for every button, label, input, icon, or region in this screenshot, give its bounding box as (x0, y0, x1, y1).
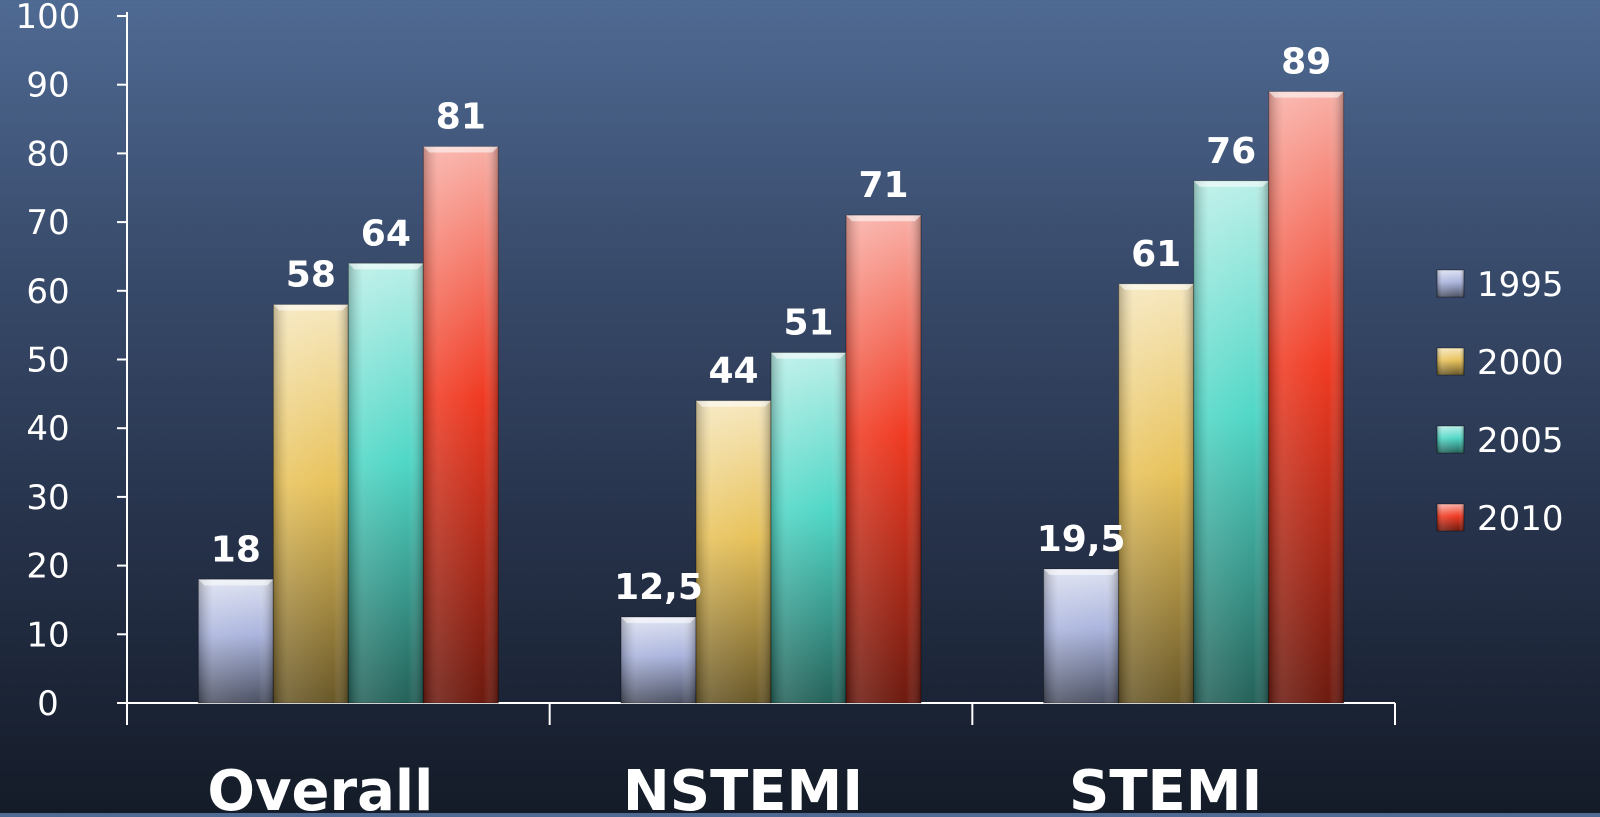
data-label: 76 (1206, 131, 1256, 172)
bar-bevel (1118, 283, 1194, 290)
data-label: 61 (1131, 234, 1181, 275)
bar-bevel (846, 215, 921, 222)
data-label: 51 (783, 303, 833, 344)
bar-shading (696, 400, 771, 703)
bar-shading (1118, 283, 1194, 703)
data-label: 18 (211, 529, 261, 570)
data-label: 71 (858, 165, 908, 206)
bar-shading (1193, 180, 1269, 703)
bar-shading (771, 352, 846, 703)
x-category-label: Overall (207, 759, 433, 813)
data-label: 81 (436, 97, 486, 138)
bar-bevel (198, 579, 274, 586)
y-tick-label: 90 (26, 66, 69, 106)
bar-bevel (423, 146, 499, 153)
y-tick-label: 60 (26, 272, 69, 312)
x-category-label: STEMI (1069, 759, 1262, 813)
y-tick-label: 80 (26, 134, 69, 174)
bar-shading (423, 146, 499, 703)
bar-bevel (1268, 91, 1344, 98)
legend-swatch-shading (1437, 348, 1464, 375)
legend-swatch-shading (1437, 270, 1464, 297)
bar-shading (1043, 569, 1119, 703)
bar-shading (198, 579, 274, 703)
legend-label: 2000 (1477, 343, 1564, 383)
y-tick-label: 20 (26, 547, 69, 587)
legend-swatch-shading (1437, 426, 1464, 453)
bar-bevel (1193, 180, 1269, 187)
bar-bevel (771, 352, 846, 359)
y-tick-label: 10 (26, 615, 69, 655)
y-tick-label: 30 (26, 478, 69, 518)
bars (197, 91, 1345, 704)
data-label: 19,5 (1037, 519, 1126, 560)
legend-swatch-shading (1437, 504, 1464, 531)
bar-shading (348, 263, 424, 703)
bar-bevel (273, 304, 349, 311)
legend-label: 2005 (1477, 421, 1564, 461)
data-label: 64 (361, 213, 411, 254)
bar-shading (273, 304, 349, 703)
data-label: 58 (286, 255, 336, 296)
bar-bevel (621, 617, 696, 624)
data-labels: 18 58 64 81 12,5 44 51 71 19,5 61 76 89 (211, 42, 1331, 609)
data-label: 89 (1281, 42, 1331, 83)
bar-bevel (696, 400, 771, 407)
bar-bevel (1043, 569, 1119, 576)
legend-label: 1995 (1477, 265, 1564, 305)
y-tick-label: 70 (26, 203, 69, 243)
axes: 0 10 20 30 40 50 60 70 80 90 100 Overall NSTEMI STEMI (16, 0, 1396, 817)
bar-shading (846, 215, 921, 704)
bar-bevel (348, 263, 424, 270)
y-tick-label: 100 (16, 0, 81, 37)
y-tick-label: 40 (26, 409, 69, 449)
bar-shading (1268, 91, 1344, 703)
legend: 1995 2000 2005 2010 (1436, 265, 1564, 539)
data-label: 44 (708, 351, 758, 392)
y-tick-label: 50 (26, 341, 69, 381)
x-category-label: NSTEMI (623, 759, 863, 813)
bar-shading (621, 617, 696, 703)
data-label: 12,5 (614, 567, 703, 608)
y-tick-label: 0 (37, 684, 59, 724)
legend-label: 2010 (1477, 499, 1564, 539)
